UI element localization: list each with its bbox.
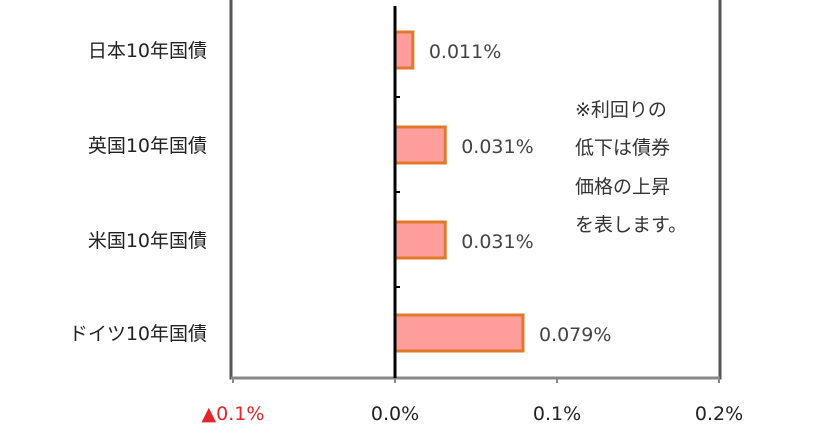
category-label: ドイツ10年国債: [69, 323, 207, 345]
annotation-line: ※利回りの: [575, 99, 667, 121]
data-label: 0.031%: [461, 231, 533, 253]
annotation-line: を表します。: [575, 214, 687, 236]
category-label: 日本10年国債: [88, 40, 207, 62]
x-tick-labels: ▲0.1% 0.0% 0.1% 0.2%: [202, 403, 744, 425]
x-tick-label: 0.2%: [695, 403, 743, 425]
category-label: 米国10年国債: [88, 230, 207, 252]
bar: [393, 220, 447, 260]
x-tick-label: ▲0.1%: [202, 403, 265, 425]
data-label: 0.011%: [429, 41, 501, 63]
bar: [393, 313, 525, 353]
data-label: 0.031%: [461, 136, 533, 158]
bar: [393, 125, 447, 165]
category-label: 英国10年国債: [88, 135, 207, 157]
data-label: 0.079%: [539, 324, 611, 346]
x-tick-label: 0.1%: [533, 403, 581, 425]
x-tick-label: 0.0%: [371, 403, 419, 425]
bar: [393, 30, 415, 70]
bars: [393, 30, 525, 353]
annotation-line: 価格の上昇: [575, 176, 670, 198]
annotation-line: 低下は債券: [575, 137, 670, 159]
data-labels: 0.011% 0.031% 0.031% 0.079%: [429, 41, 612, 346]
